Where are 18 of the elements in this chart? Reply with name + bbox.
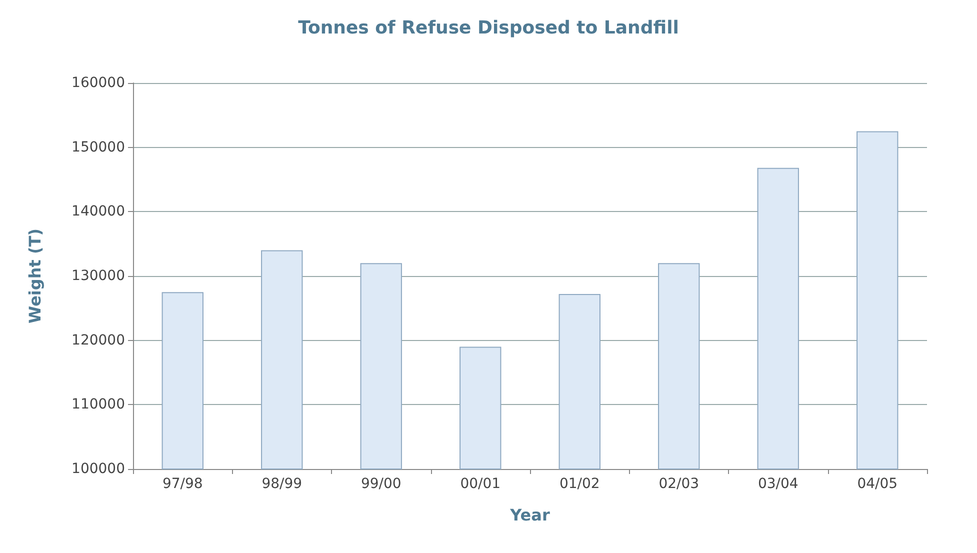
x-tick-label: 03/04 bbox=[758, 476, 798, 492]
x-tick-label: 04/05 bbox=[857, 476, 898, 492]
x-tick-label: 98/99 bbox=[262, 476, 302, 492]
y-tick-label: 110000 bbox=[72, 396, 125, 413]
x-tick-label: 02/03 bbox=[658, 476, 700, 492]
x-tick-label: 01/02 bbox=[559, 476, 600, 492]
y-tick-label: 160000 bbox=[72, 75, 125, 91]
chart-title: Tonnes of Refuse Disposed to Landfill bbox=[298, 18, 679, 38]
x-axis-title: Year bbox=[509, 506, 550, 524]
x-tick-label: 99/00 bbox=[360, 476, 402, 492]
x-tick-label: 97/98 bbox=[162, 476, 203, 492]
x-tick-label: 00/01 bbox=[460, 476, 501, 492]
y-axis-title: Weight (T) bbox=[26, 228, 44, 324]
y-tick-label: 140000 bbox=[72, 204, 125, 220]
y-tick-label: 120000 bbox=[72, 332, 125, 348]
y-tick-label: 100000 bbox=[72, 461, 125, 477]
y-tick-label: 130000 bbox=[72, 268, 125, 284]
y-tick-label: 150000 bbox=[72, 139, 125, 156]
